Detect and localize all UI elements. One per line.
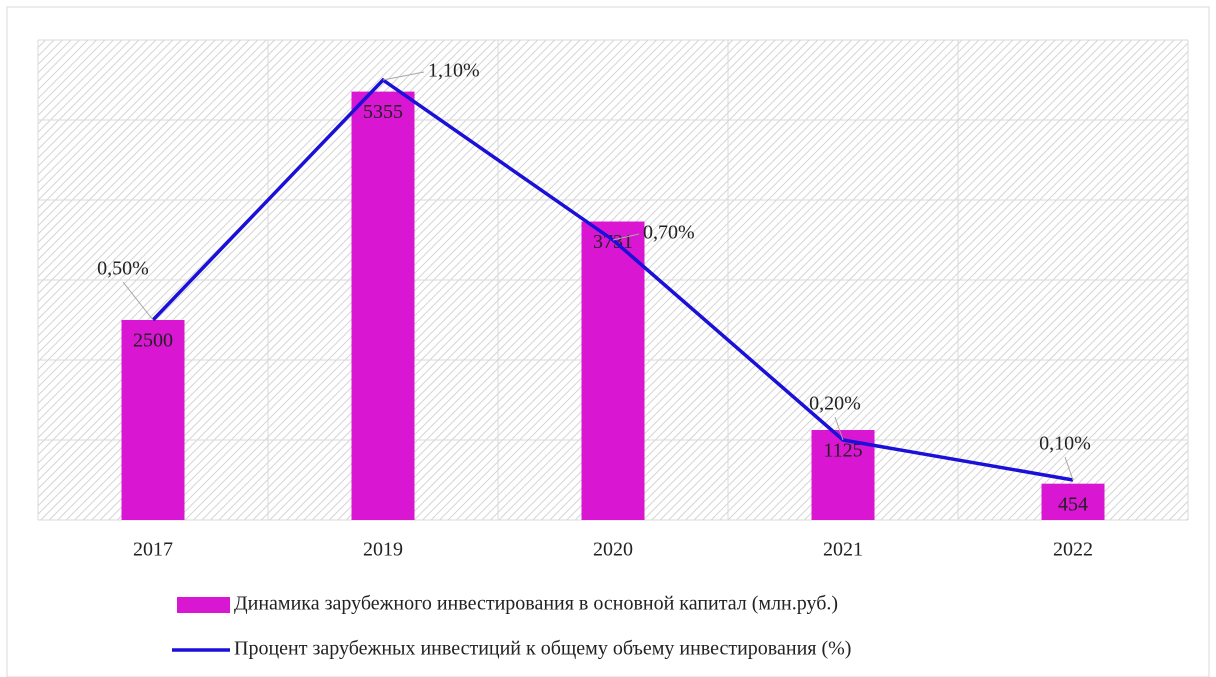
x-tick-label: 2017 — [133, 539, 173, 561]
x-tick-label: 2022 — [1053, 539, 1093, 561]
line-value-label: 1,10% — [428, 60, 480, 82]
bar-value-label: 1125 — [823, 440, 862, 462]
line-value-label: 0,70% — [643, 222, 695, 244]
bar — [581, 221, 645, 520]
legend-label: Процент зарубежных инвестиций к общему о… — [234, 638, 851, 660]
leader-line — [382, 71, 425, 81]
leader-line — [612, 233, 640, 241]
bar-value-label: 2500 — [133, 330, 173, 352]
line-value-label: 0,10% — [1039, 433, 1091, 455]
bar — [1041, 483, 1105, 520]
leader-line — [1064, 456, 1074, 481]
bar — [121, 320, 185, 520]
x-tick-label: 2021 — [823, 539, 863, 561]
leader-line — [122, 281, 154, 321]
legend-swatch — [177, 597, 230, 613]
line-value-label: 0,50% — [97, 258, 149, 280]
legend-label: Динамика зарубежного инвестирования в ос… — [234, 593, 838, 615]
bar — [351, 91, 415, 520]
x-tick-label: 2019 — [363, 539, 403, 561]
leader-line — [834, 416, 844, 441]
line-value-label: 0,20% — [809, 393, 861, 415]
bar-value-label: 454 — [1058, 493, 1088, 515]
bar-value-label: 5355 — [363, 101, 403, 123]
x-tick-label: 2020 — [593, 539, 633, 561]
